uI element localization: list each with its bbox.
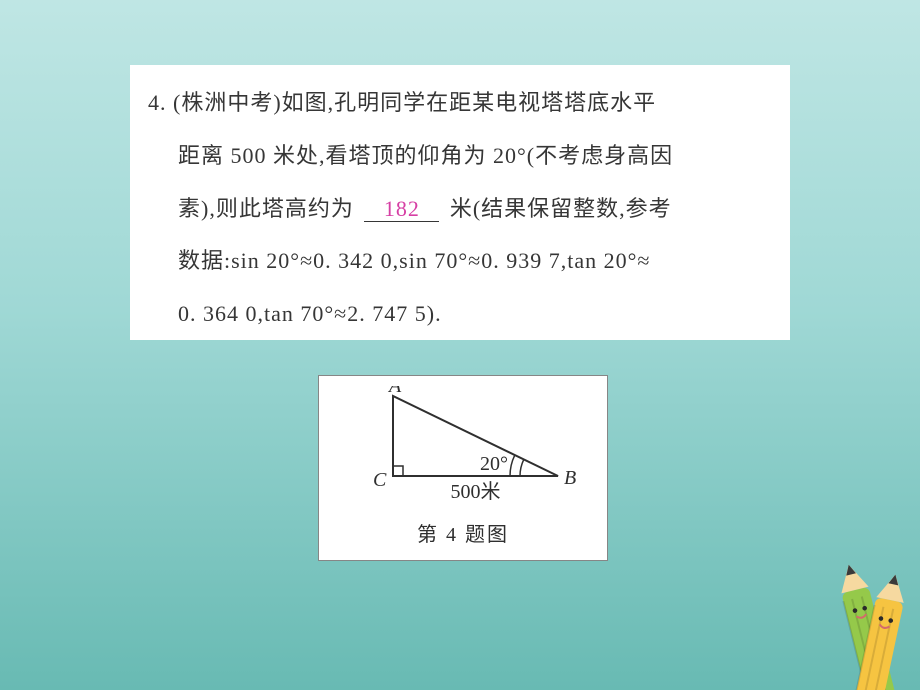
svg-text:500米: 500米 bbox=[451, 480, 501, 503]
problem-number: 4. bbox=[148, 90, 167, 115]
problem-line-1-text: 如图,孔明同学在距某电视塔塔底水平 bbox=[282, 90, 657, 115]
answer-blank: 182 bbox=[364, 197, 439, 222]
svg-text:B: B bbox=[564, 467, 576, 489]
problem-text-box: 4. (株洲中考)如图,孔明同学在距某电视塔塔底水平 距离 500 米处,看塔顶… bbox=[130, 65, 790, 340]
problem-line-3a: 素),则此塔高约为 bbox=[178, 196, 354, 221]
problem-line-2: 距离 500 米处,看塔顶的仰角为 20°(不考虑身高因 bbox=[148, 130, 772, 183]
figure-caption: 第 4 题图 bbox=[319, 518, 607, 547]
problem-line-1: 4. (株洲中考)如图,孔明同学在距某电视塔塔底水平 bbox=[148, 77, 772, 130]
svg-text:A: A bbox=[387, 386, 402, 397]
problem-line-4: 数据:sin 20°≈0. 342 0,sin 70°≈0. 939 7,tan… bbox=[148, 235, 772, 288]
problem-line-5: 0. 364 0,tan 70°≈2. 747 5). bbox=[148, 288, 772, 341]
problem-source: 株洲中考 bbox=[181, 90, 273, 115]
problem-line-3: 素),则此塔高约为 182 米(结果保留整数,参考 bbox=[148, 183, 772, 236]
problem-line-3b: 米(结果保留整数,参考 bbox=[450, 196, 672, 221]
svg-text:20°: 20° bbox=[480, 453, 508, 475]
triangle-figure: A C B 20° 500米 bbox=[333, 386, 593, 516]
svg-text:C: C bbox=[373, 469, 387, 491]
slide-root: 4. (株洲中考)如图,孔明同学在距某电视塔塔底水平 距离 500 米处,看塔顶… bbox=[0, 0, 920, 690]
problem-source-close: ) bbox=[273, 90, 281, 115]
figure-box: A C B 20° 500米 第 4 题图 bbox=[318, 375, 608, 561]
